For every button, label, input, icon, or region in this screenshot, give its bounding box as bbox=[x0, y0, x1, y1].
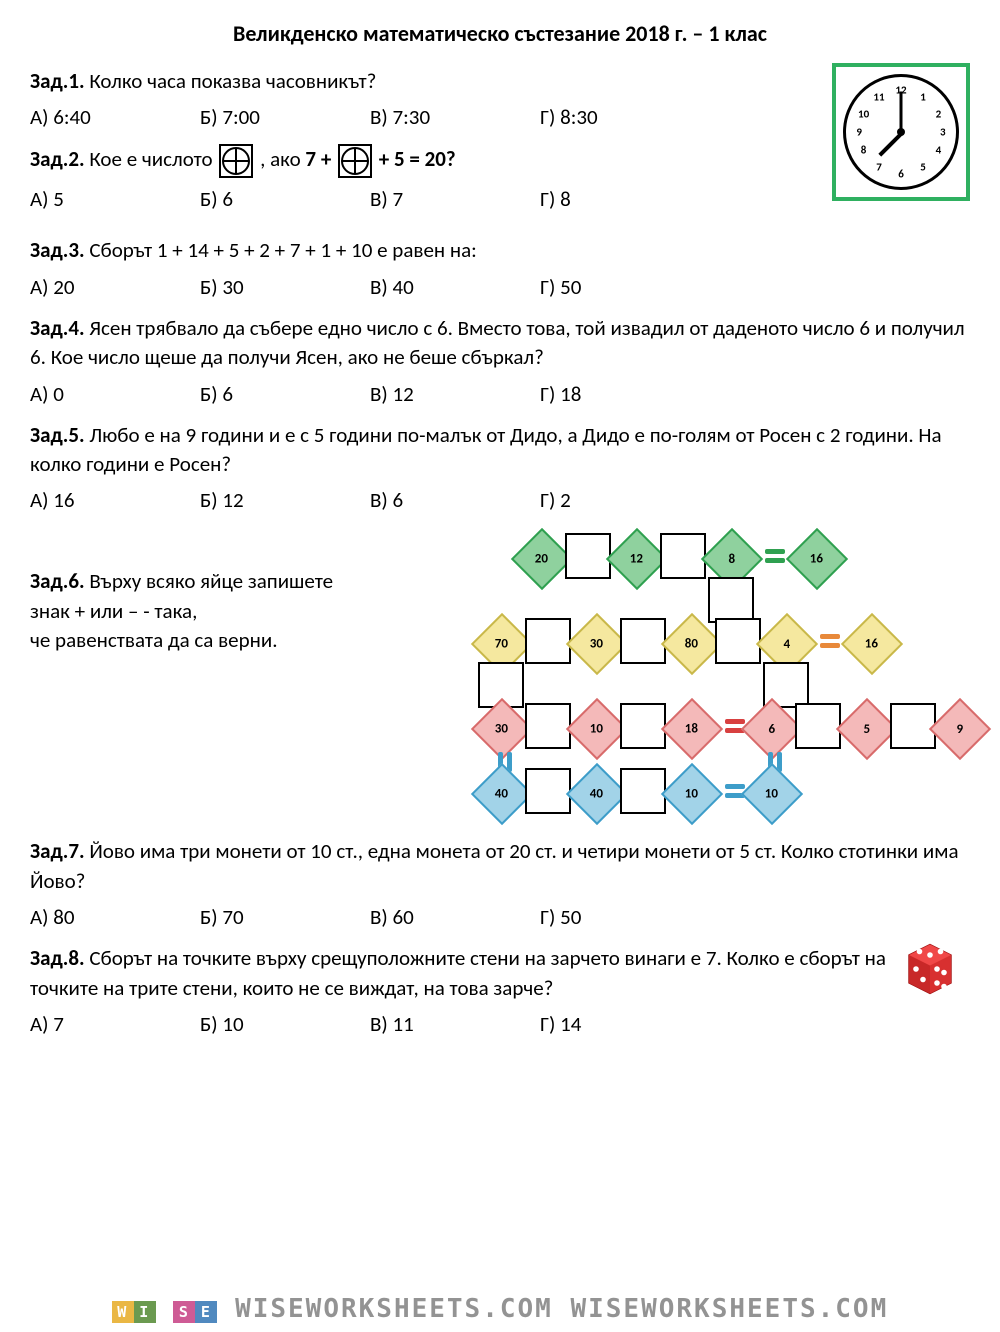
q2-text-a: Кое е числото bbox=[89, 146, 212, 172]
q4-opt-c[interactable]: В) 12 bbox=[370, 381, 450, 407]
clock-figure: 12 1 2 3 4 5 6 7 8 9 10 11 bbox=[832, 63, 970, 201]
q3-label: Зад.3. bbox=[30, 237, 85, 263]
q5-label: Зад.5. bbox=[30, 422, 85, 448]
answer-box[interactable] bbox=[525, 768, 571, 814]
answer-box[interactable] bbox=[795, 703, 841, 749]
q7-options: А) 80 Б) 70 В) 60 Г) 50 bbox=[30, 904, 970, 930]
q2-label: Зад.2. bbox=[30, 146, 85, 172]
q8-text: Сборът на точките върху срещуположните с… bbox=[30, 945, 886, 1000]
answer-box[interactable] bbox=[660, 533, 706, 579]
q3-options: А) 20 Б) 30 В) 40 Г) 50 bbox=[30, 274, 970, 300]
q4: Зад.4. Ясен трябвало да събере едно числ… bbox=[30, 314, 970, 373]
q5-options: А) 16 Б) 12 В) 6 Г) 2 bbox=[30, 487, 970, 513]
q2-opt-c[interactable]: В) 7 bbox=[370, 186, 450, 212]
answer-box[interactable] bbox=[620, 703, 666, 749]
q7: Зад.7. Йово има три монети от 10 ст., ед… bbox=[30, 837, 970, 896]
q8-label: Зад.8. bbox=[30, 945, 85, 971]
answer-box[interactable] bbox=[890, 703, 936, 749]
q2: Зад.2. Кое е числото , ако 7 + + 5 = 20? bbox=[30, 144, 970, 178]
q7-opt-a[interactable]: А) 80 bbox=[30, 904, 110, 930]
q8: Зад.8. Сборът на точките върху срещуполо… bbox=[30, 944, 970, 1003]
q3-text: Сборът 1 + 14 + 5 + 2 + 7 + 1 + 10 е рав… bbox=[89, 237, 476, 263]
q5-opt-d[interactable]: Г) 2 bbox=[540, 487, 620, 513]
q1-text: Колко часа показва часовникът? bbox=[89, 68, 376, 94]
q3-opt-a[interactable]: А) 20 bbox=[30, 274, 110, 300]
q5-opt-a[interactable]: А) 16 bbox=[30, 487, 110, 513]
q1-opt-d[interactable]: Г) 8:30 bbox=[540, 104, 620, 130]
q4-opt-b[interactable]: Б) 6 bbox=[200, 381, 280, 407]
q6-line2: знак + или – - така, bbox=[30, 598, 197, 624]
q1-opt-a[interactable]: А) 6:40 bbox=[30, 104, 110, 130]
q4-text: Ясен трябвало да събере едно число с 6. … bbox=[30, 315, 965, 370]
q2-eq-a: 7 + bbox=[305, 146, 331, 172]
q2-options: А) 5 Б) 6 В) 7 Г) 8 bbox=[30, 186, 822, 212]
circle-symbol-icon bbox=[219, 144, 253, 178]
answer-box[interactable] bbox=[565, 533, 611, 579]
answer-box[interactable] bbox=[620, 618, 666, 664]
q1: Зад.1. Колко часа показва часовникът? bbox=[30, 67, 970, 96]
q1-opt-c[interactable]: В) 7:30 bbox=[370, 104, 450, 130]
q5-text: Любо е на 9 години и е с 5 години по-мал… bbox=[30, 422, 942, 477]
q7-text: Йово има три монети от 10 ст., една моне… bbox=[30, 838, 959, 893]
q1-opt-b[interactable]: Б) 7:00 bbox=[200, 104, 280, 130]
answer-box[interactable] bbox=[525, 618, 571, 664]
q8-opt-a[interactable]: А) 7 bbox=[30, 1011, 110, 1037]
q7-opt-c[interactable]: В) 60 bbox=[370, 904, 450, 930]
q5: Зад.5. Любо е на 9 години и е с 5 години… bbox=[30, 421, 970, 480]
q2-text-b: , ако bbox=[260, 146, 301, 172]
q4-options: А) 0 Б) 6 В) 12 Г) 18 bbox=[30, 381, 970, 407]
circle-symbol-icon bbox=[338, 144, 372, 178]
q4-label: Зад.4. bbox=[30, 315, 85, 341]
q3-opt-c[interactable]: В) 40 bbox=[370, 274, 450, 300]
q8-options: А) 7 Б) 10 В) 11 Г) 14 bbox=[30, 1011, 970, 1037]
q5-opt-b[interactable]: Б) 12 bbox=[200, 487, 280, 513]
q6: Зад.6. Върху всяко яйце запишете знак + … bbox=[30, 567, 410, 655]
answer-box[interactable] bbox=[525, 703, 571, 749]
q6-line3: че равенствата да са верни. bbox=[30, 627, 278, 653]
q7-opt-b[interactable]: Б) 70 bbox=[200, 904, 280, 930]
answer-box[interactable] bbox=[620, 768, 666, 814]
q6-label: Зад.6. bbox=[30, 568, 85, 594]
answer-box[interactable] bbox=[708, 577, 754, 623]
q1-options: А) 6:40 Б) 7:00 В) 7:30 Г) 8:30 bbox=[30, 104, 822, 130]
q6-line1: Върху всяко яйце запишете bbox=[89, 568, 333, 594]
q4-opt-a[interactable]: А) 0 bbox=[30, 381, 110, 407]
q2-opt-a[interactable]: А) 5 bbox=[30, 186, 110, 212]
q4-opt-d[interactable]: Г) 18 bbox=[540, 381, 620, 407]
q8-opt-d[interactable]: Г) 14 bbox=[540, 1011, 620, 1037]
dice-icon bbox=[895, 934, 965, 1004]
q2-eq-b: + 5 = 20? bbox=[379, 146, 456, 172]
q2-opt-b[interactable]: Б) 6 bbox=[200, 186, 280, 212]
q2-opt-d[interactable]: Г) 8 bbox=[540, 186, 620, 212]
q8-opt-b[interactable]: Б) 10 bbox=[200, 1011, 280, 1037]
answer-box[interactable] bbox=[715, 618, 761, 664]
watermark: WI SE WISEWORKSHEETS.COM WISEWORKSHEETS.… bbox=[0, 1294, 1000, 1324]
q7-opt-d[interactable]: Г) 50 bbox=[540, 904, 620, 930]
q3-opt-b[interactable]: Б) 30 bbox=[200, 274, 280, 300]
q7-label: Зад.7. bbox=[30, 838, 85, 864]
q5-opt-c[interactable]: В) 6 bbox=[370, 487, 450, 513]
q8-opt-c[interactable]: В) 11 bbox=[370, 1011, 450, 1037]
q1-label: Зад.1. bbox=[30, 68, 85, 94]
q6-diagram: 20 12 8 16 70 30 80 4 16 30 10 18 6 5 9 bbox=[450, 527, 970, 827]
q3-opt-d[interactable]: Г) 50 bbox=[540, 274, 620, 300]
q3: Зад.3. Сборът 1 + 14 + 5 + 2 + 7 + 1 + 1… bbox=[30, 236, 970, 265]
page-title: Великденско математическо състезание 201… bbox=[30, 20, 970, 47]
